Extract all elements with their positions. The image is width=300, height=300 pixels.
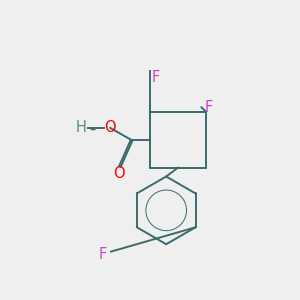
Text: -: - [89,120,95,138]
Text: F: F [205,100,213,115]
Text: O: O [113,166,125,181]
Text: F: F [99,247,107,262]
Text: H: H [75,120,86,135]
Text: O: O [104,120,116,135]
Text: F: F [152,70,160,86]
